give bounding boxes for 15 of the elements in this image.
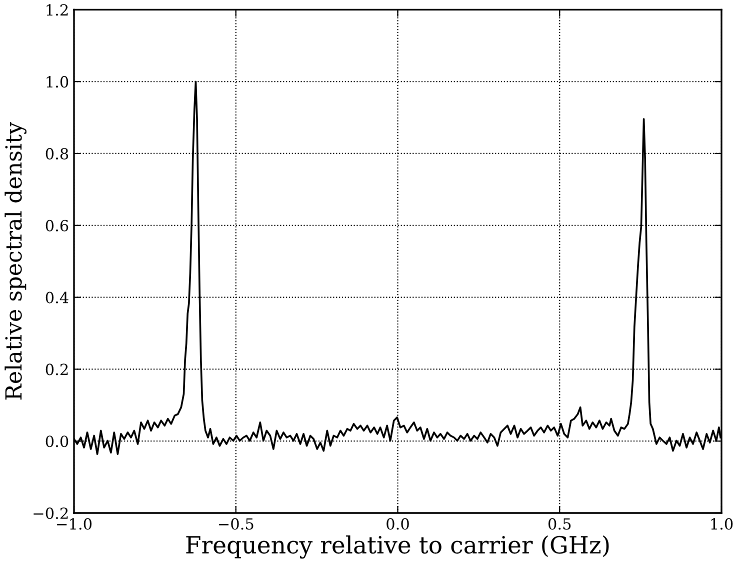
x-tick-label: 1.0 — [711, 518, 733, 530]
x-tick-label: 0.5 — [548, 518, 571, 530]
y-tick-label: 0.2 — [46, 364, 68, 376]
y-tick-label: 0.6 — [46, 220, 68, 232]
x-axis-title: Frequency relative to carrier (GHz) — [186, 535, 609, 559]
y-tick-label: 0.8 — [46, 148, 68, 160]
y-tick-label: 1.2 — [46, 4, 68, 16]
y-tick-label: 0.0 — [46, 436, 68, 448]
y-tick-label: 0.4 — [46, 292, 68, 304]
y-tick-label: 1.0 — [46, 76, 68, 88]
y-tick-label: −0.2 — [34, 507, 68, 520]
y-axis-title: Relative spectral density — [4, 122, 26, 400]
x-tick-label: 0.0 — [386, 518, 409, 530]
x-tick-label: −0.5 — [218, 518, 254, 530]
x-tick-label: −1.0 — [57, 518, 92, 530]
